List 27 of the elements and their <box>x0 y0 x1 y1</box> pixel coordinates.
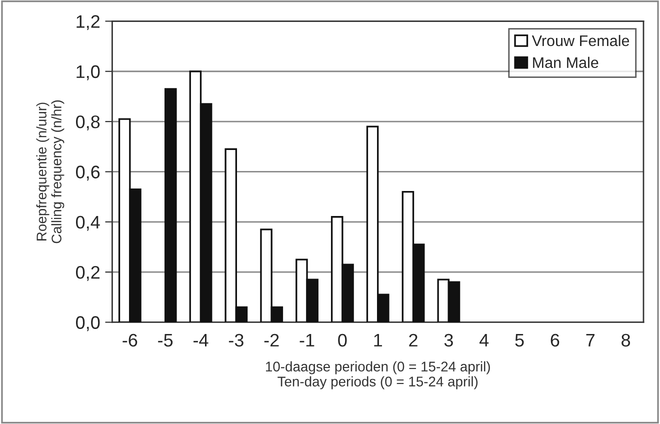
y-tick-label: 0,4 <box>76 216 100 231</box>
x-tick-label: 5 <box>515 334 524 347</box>
x-tick-label: -5 <box>158 334 173 347</box>
legend-label: Vrouw Female <box>532 34 630 46</box>
y-tick-label: 1,0 <box>76 65 100 80</box>
legend-label: Man Male <box>533 56 598 68</box>
x-tick-label: 7 <box>586 334 594 346</box>
y-tick-label: 0,8 <box>76 115 100 130</box>
y-axis-title: Roepfrequentie (n/uur) Calling frequency (n/hr) <box>36 100 64 244</box>
x-tick-label: 2 <box>409 334 418 346</box>
y-tick-label: 0,0 <box>76 316 100 332</box>
y-tick-label: 0,6 <box>76 166 100 181</box>
x-tick-label: -4 <box>194 334 208 346</box>
x-tick-label: 8 <box>622 334 630 347</box>
x-tick-label: 3 <box>444 334 453 347</box>
x-tick-label: -3 <box>228 334 244 347</box>
x-tick-label: -2 <box>264 334 279 346</box>
x-tick-label: 0 <box>338 334 347 347</box>
y-tick-label: 0,2 <box>76 266 100 281</box>
y-tick-label: 1,2 <box>76 15 100 30</box>
x-axis-title: 10-daagse perioden (0 = 15-24 april) Ten-day periods (0 = 15-24 april) <box>266 361 490 390</box>
bar <box>164 88 177 322</box>
x-tick-label: -1 <box>300 334 314 346</box>
x-tick-label: 1 <box>374 334 382 346</box>
x-tick-label: -6 <box>122 334 138 347</box>
x-tick-label: 6 <box>550 334 560 347</box>
x-tick-label: 4 <box>480 334 489 346</box>
